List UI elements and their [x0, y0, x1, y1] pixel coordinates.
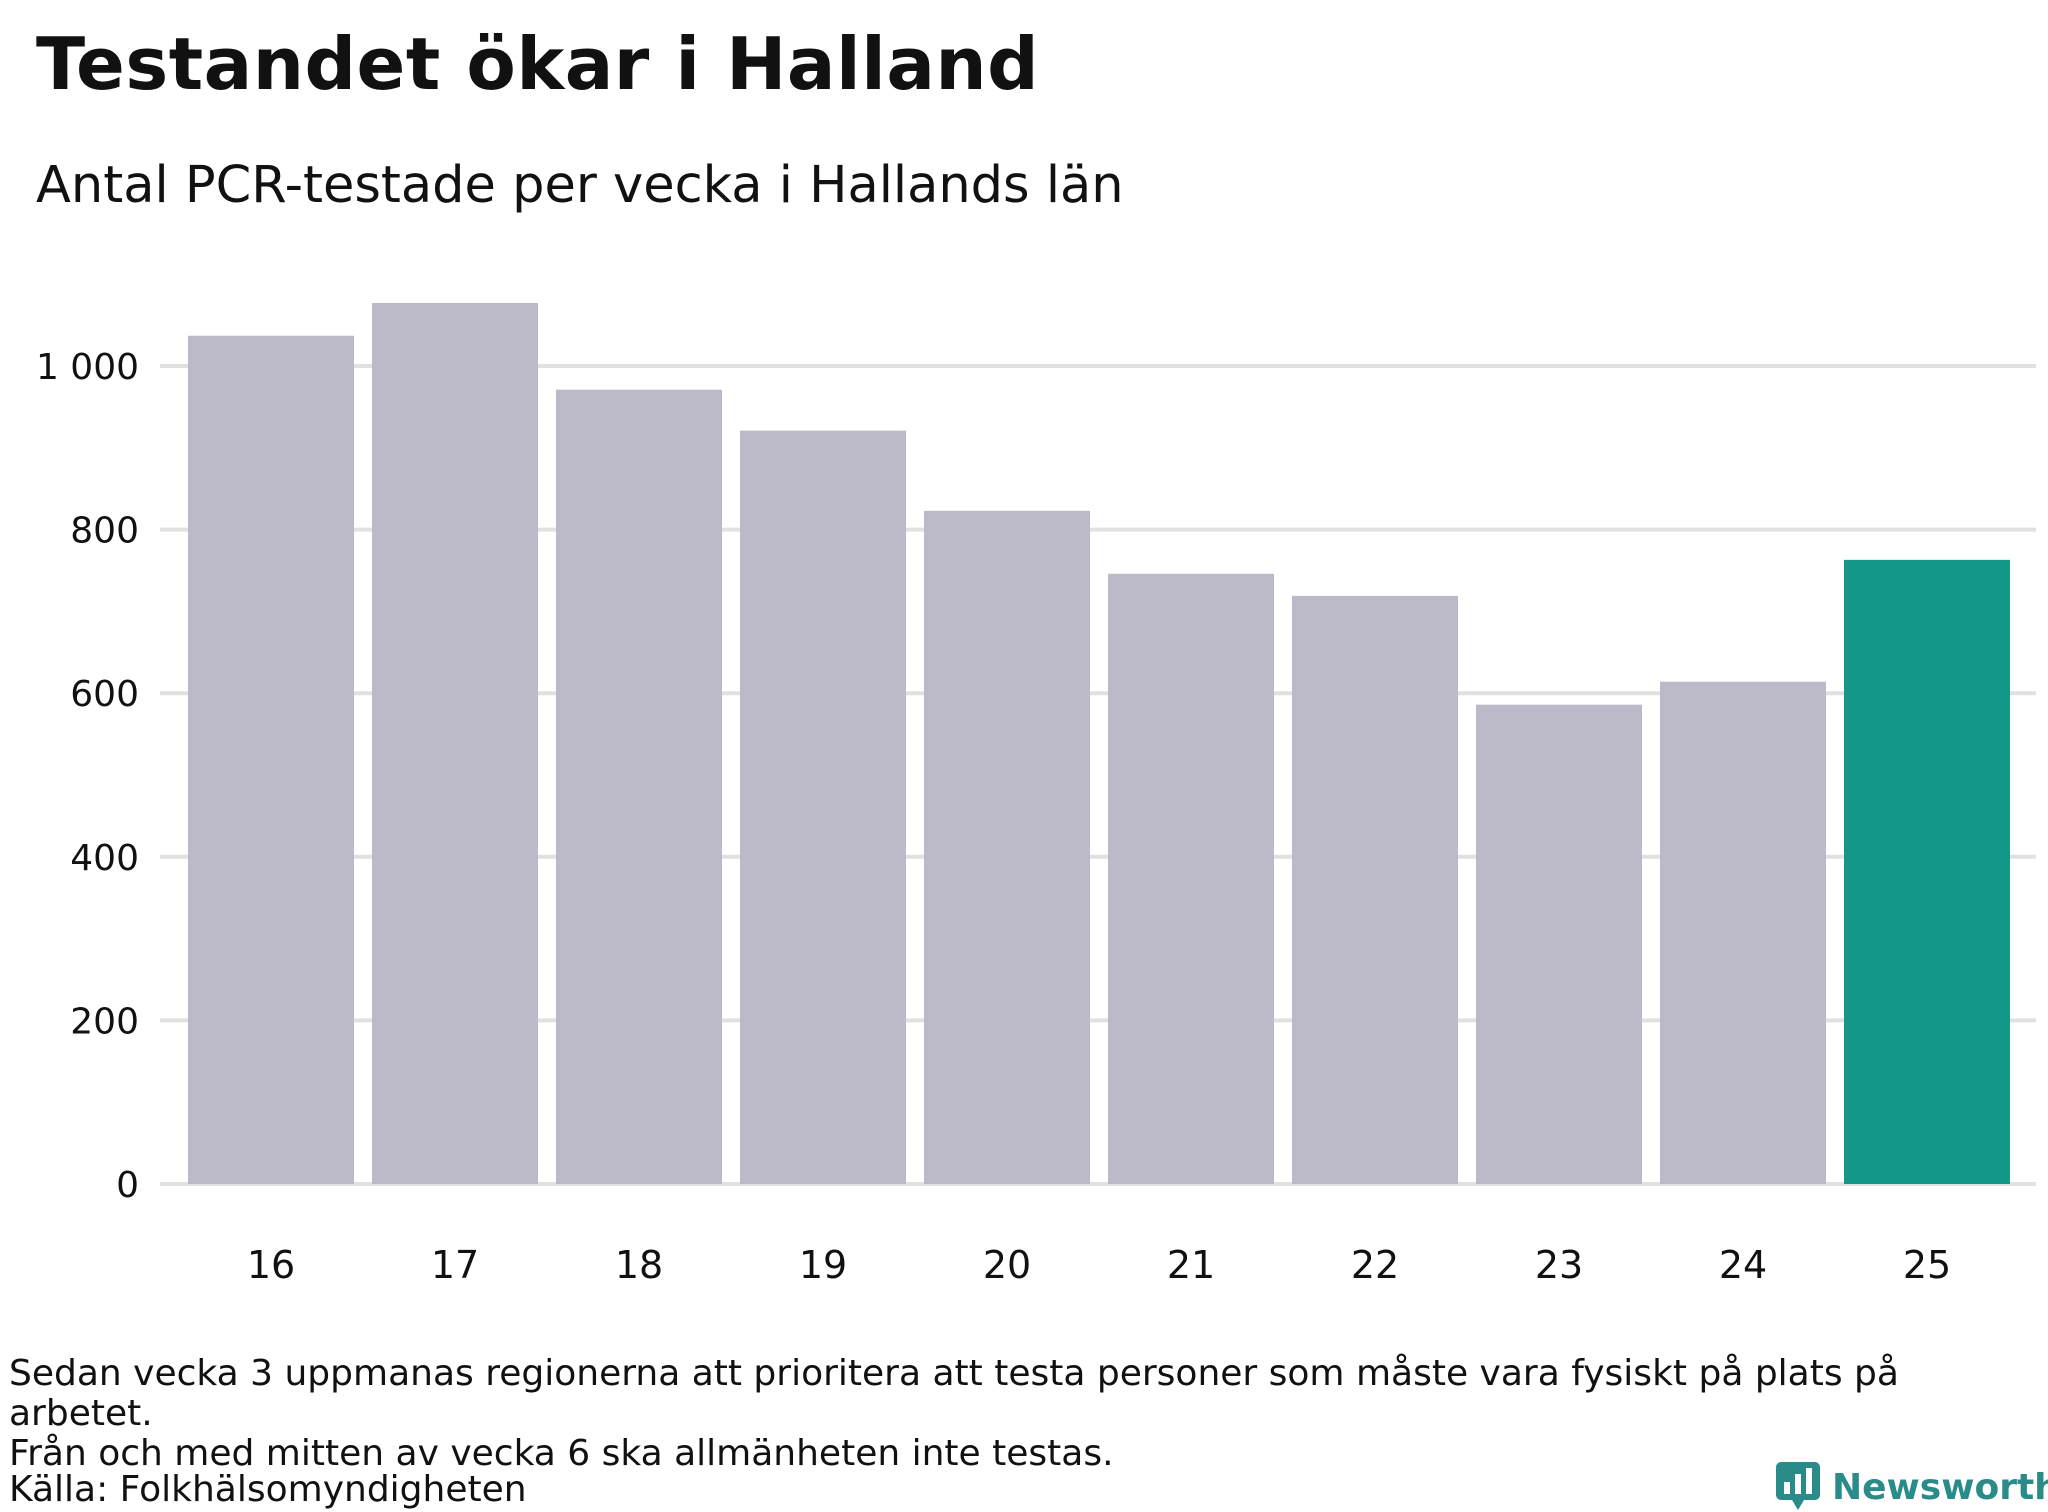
bar-week-21	[1108, 573, 1274, 1184]
x-tick-label: 17	[431, 1243, 479, 1287]
x-tick-label: 24	[1719, 1243, 1767, 1287]
bar-week-22	[1292, 595, 1458, 1184]
y-tick-label: 800	[70, 511, 139, 552]
x-tick-label: 25	[1903, 1243, 1951, 1287]
footnote: Sedan vecka 3 uppmanas regionerna att pr…	[9, 1354, 2048, 1474]
bar-week-19	[740, 430, 906, 1184]
y-tick-label: 600	[70, 674, 139, 715]
bar-week-25	[1844, 559, 2010, 1184]
y-axis-ticks: 0 200 400 600 800 1 000	[36, 347, 139, 1206]
bar-week-17	[372, 303, 538, 1184]
bar-chart: 0 200 400 600 800 1 000 16 17 18 19 20 21 22 23 24 25	[36, 303, 2036, 1287]
y-tick-label: 1 000	[36, 347, 139, 388]
logo-text: Newsworthy	[1832, 1466, 2048, 1508]
bar-week-24	[1660, 681, 1826, 1184]
chart-title: Testandet ökar i Halland	[36, 22, 1040, 106]
bar-chart-speech-bubble-icon	[1776, 1462, 1820, 1510]
x-tick-label: 18	[615, 1243, 663, 1287]
x-tick-label: 20	[983, 1243, 1031, 1287]
x-tick-label: 22	[1351, 1243, 1399, 1287]
bars	[188, 303, 2010, 1184]
y-tick-label: 400	[70, 838, 139, 879]
x-tick-label: 16	[247, 1243, 295, 1287]
x-axis-ticks: 16 17 18 19 20 21 22 23 24 25	[247, 1243, 1951, 1287]
bar-week-18	[556, 389, 722, 1184]
x-tick-label: 19	[799, 1243, 847, 1287]
x-tick-label: 21	[1167, 1243, 1215, 1287]
y-tick-label: 200	[70, 1001, 139, 1042]
footnote-line-1: Sedan vecka 3 uppmanas regionerna att pr…	[9, 1353, 1899, 1434]
chart-subtitle: Antal PCR-testade per vecka i Hallands l…	[36, 156, 1124, 215]
bar-week-23	[1476, 704, 1642, 1184]
bar-week-16	[188, 335, 354, 1184]
bar-week-20	[924, 510, 1090, 1184]
footnote-line-2: Från och med mitten av vecka 6 ska allmä…	[9, 1433, 1114, 1474]
newsworthy-logo: Newsworthy	[1776, 1462, 2048, 1512]
x-tick-label: 23	[1535, 1243, 1583, 1287]
source-credit: Källa: Folkhälsomyndigheten	[9, 1469, 527, 1510]
y-tick-label: 0	[116, 1165, 139, 1206]
